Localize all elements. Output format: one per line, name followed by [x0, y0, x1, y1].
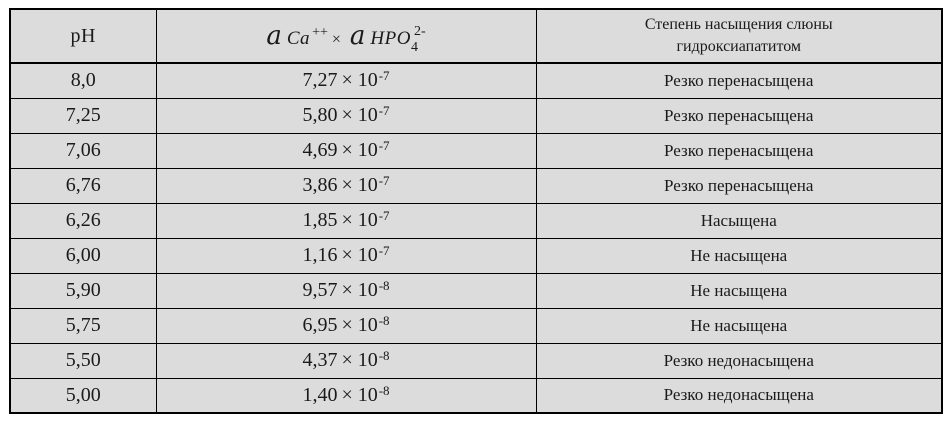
cell-ph: 7,25	[9, 97, 157, 134]
cell-saturation: Не насыщена	[535, 272, 943, 309]
header-saturation: Степень насыщения слюны гидроксиапатитом	[535, 8, 943, 64]
saturation-label-line1: Степень насыщения слюны	[644, 16, 833, 34]
saliva-saturation-table: pH a Ca ++ × a HPO42- Степень насыщения слюны…	[9, 8, 943, 414]
table-row: 7,06 4,69 × 10-7 Резко перенасыщена	[9, 132, 943, 169]
mantissa: 1,85	[302, 209, 338, 231]
cell-ph: 7,06	[9, 132, 157, 169]
times-ten: × 10	[341, 279, 378, 301]
times-ten: × 10	[341, 139, 378, 161]
table-row: 8,0 7,27 × 10-7 Резко перенасыщена	[9, 62, 943, 99]
table-row: 6,00 1,16 × 10-7 Не насыщена	[9, 237, 943, 274]
cell-ph: 6,76	[9, 167, 157, 204]
cell-activity-product: 1,16 × 10-7	[155, 237, 537, 274]
times-ten: × 10	[341, 174, 378, 196]
cell-activity-product: 5,80 × 10-7	[155, 97, 537, 134]
exponent: -8	[378, 382, 390, 398]
cell-activity-product: 3,86 × 10-7	[155, 167, 537, 204]
mantissa: 4,69	[302, 139, 338, 161]
cell-ph: 6,00	[9, 237, 157, 274]
cell-activity-product: 4,69 × 10-7	[155, 132, 537, 169]
cell-saturation: Резко перенасыщена	[535, 97, 943, 134]
exponent: -7	[378, 208, 390, 223]
cell-ph: 5,75	[9, 307, 157, 344]
table-row: 5,50 4,37 × 10-8 Резко недонасыщена	[9, 342, 943, 379]
exponent: -7	[378, 103, 390, 118]
times-ten: × 10	[341, 69, 378, 92]
cell-activity-product: 1,85 × 10-7	[155, 202, 537, 239]
exponent: -7	[378, 243, 390, 258]
exponent: -7	[378, 138, 390, 153]
cell-saturation: Резко недонасыщена	[535, 377, 943, 414]
cell-ph: 5,50	[9, 342, 157, 379]
times-ten: × 10	[341, 383, 378, 406]
saturation-label-line2: гидроксиапатитом	[676, 38, 802, 55]
cell-activity-product: 7,27 × 10-7	[155, 62, 537, 99]
table-row: 5,90 9,57 × 10-8 Не насыщена	[9, 272, 943, 309]
cell-ph: 5,90	[9, 272, 157, 309]
cell-activity-product: 9,57 × 10-8	[155, 272, 537, 309]
table-row: 5,75 6,95 × 10-8 Не насыщена	[9, 307, 943, 344]
mantissa: 1,40	[302, 383, 338, 406]
cell-saturation: Резко недонасыщена	[535, 342, 943, 379]
mantissa: 3,86	[302, 174, 338, 196]
times-ten: × 10	[341, 349, 378, 371]
cell-saturation: Резко перенасыщена	[535, 132, 943, 169]
cell-saturation: Не насыщена	[535, 307, 943, 344]
cell-activity-product: 6,95 × 10-8	[155, 307, 537, 344]
mantissa: 9,57	[302, 279, 338, 301]
times-ten: × 10	[341, 104, 378, 126]
cell-activity-product: 1,40 × 10-8	[155, 377, 537, 414]
cell-ph: 5,00	[9, 377, 157, 414]
cell-saturation: Насыщена	[535, 202, 943, 239]
exponent: -7	[378, 68, 390, 84]
phosphate-symbol: HPO	[370, 28, 411, 49]
mantissa: 6,95	[302, 314, 338, 336]
multiply-icon: ×	[331, 31, 341, 48]
header-activity-product: a Ca ++ × a HPO42-	[155, 8, 537, 64]
calcium-symbol: Ca	[286, 28, 311, 49]
cell-saturation: Резко перенасыщена	[535, 62, 943, 99]
cell-ph: 6,26	[9, 202, 157, 239]
table-row: 6,26 1,85 × 10-7 Насыщена	[9, 202, 943, 239]
times-ten: × 10	[341, 244, 378, 266]
table-row: 7,25 5,80 × 10-7 Резко перенасыщена	[9, 97, 943, 134]
activity-product-formula: a Ca ++ × a HPO42-	[266, 21, 425, 55]
times-ten: × 10	[341, 209, 378, 231]
calcium-charge: ++	[312, 25, 328, 40]
phosphate-charge: 2-	[413, 24, 426, 39]
mantissa: 1,16	[302, 244, 338, 266]
exponent: -8	[378, 348, 390, 363]
mantissa: 5,80	[302, 104, 338, 126]
phosphate-subscript: 4	[410, 40, 418, 55]
exponent: -8	[378, 278, 390, 293]
times-ten: × 10	[341, 314, 378, 336]
ph-label: pH	[70, 24, 96, 47]
table-row: 6,76 3,86 × 10-7 Резко перенасыщена	[9, 167, 943, 204]
mantissa: 4,37	[302, 349, 338, 371]
exponent: -8	[378, 313, 390, 328]
cell-saturation: Не насыщена	[535, 237, 943, 274]
cell-saturation: Резко перенасыщена	[535, 167, 943, 204]
table-row: 5,00 1,40 × 10-8 Резко недонасыщена	[9, 377, 943, 414]
mantissa: 7,27	[302, 69, 338, 92]
exponent: -7	[378, 173, 390, 188]
activity-symbol: a	[349, 21, 366, 51]
cell-ph: 8,0	[9, 62, 157, 99]
header-ph: pH	[9, 8, 157, 64]
table-body: 8,0 7,27 × 10-7 Резко перенасыщена 7,25 5,80 ×…	[9, 62, 943, 414]
activity-symbol: a	[266, 21, 282, 51]
header-row: pH a Ca ++ × a HPO42- Степень насыщения слюны…	[9, 8, 943, 64]
cell-activity-product: 4,37 × 10-8	[155, 342, 537, 379]
